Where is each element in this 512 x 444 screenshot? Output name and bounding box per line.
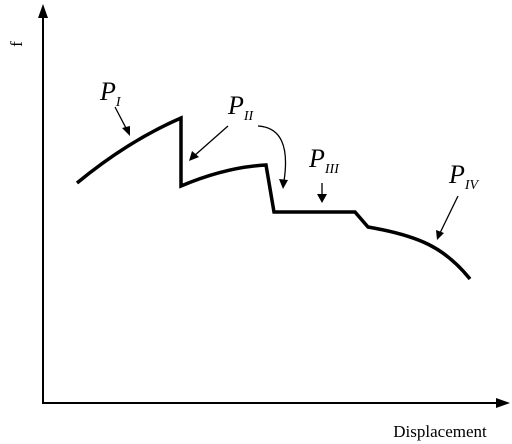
phase-2-pointer-left (193, 125, 229, 157)
phase-2-annotation: PII (189, 91, 288, 189)
y-axis-arrowhead (38, 4, 48, 18)
phase-3-pointer-head (317, 194, 327, 203)
phase-1-sub: I (115, 95, 122, 110)
phase-1-pointer-head (122, 126, 130, 136)
phase-4-annotation: PIV (436, 160, 480, 240)
axes (38, 4, 510, 408)
phase-2-pointer-right-head (279, 179, 288, 189)
x-axis-arrowhead (496, 398, 510, 408)
phase-1-label: PI (99, 77, 122, 110)
phase-1-annotation: PI (99, 77, 130, 136)
phase-4-base: P (448, 160, 465, 189)
phase-4-pointer-head (436, 230, 444, 240)
phase-2-sub: II (243, 109, 255, 124)
phase-1-base: P (99, 77, 116, 106)
phase-2-pointer-left-head (189, 151, 199, 161)
phase-3-annotation: PIII (308, 144, 340, 203)
phase-3-label: PIII (308, 144, 340, 177)
phase-2-pointer-right (257, 125, 287, 182)
force-displacement-curve (75, 115, 472, 281)
phase-4-sub: IV (464, 178, 480, 193)
phase-3-base: P (308, 144, 325, 173)
phase-2-label: PII (227, 91, 255, 124)
phase-2-base: P (227, 91, 244, 120)
phase-3-sub: III (324, 162, 340, 177)
phase-1-pointer (114, 106, 128, 131)
y-axis-label: f (7, 41, 26, 47)
phase-4-pointer (439, 195, 459, 234)
x-axis-label: Displacement (393, 422, 487, 441)
phase-4-label: PIV (448, 160, 480, 193)
